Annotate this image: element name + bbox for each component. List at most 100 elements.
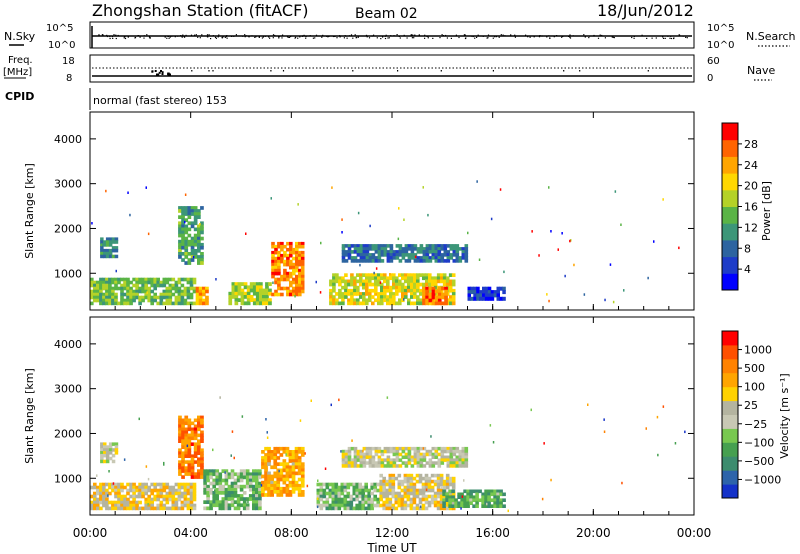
heatmap-cell: [279, 486, 284, 491]
heatmap-cell: [371, 259, 376, 263]
heatmap-cell: [482, 290, 486, 295]
nsky-point: [495, 36, 497, 38]
heatmap-cell: [224, 481, 229, 486]
heatmap-cell: [416, 273, 420, 277]
heatmap-cell: [341, 461, 346, 465]
freq-unit: [MHz]: [3, 67, 32, 78]
heatmap-cell: [410, 256, 415, 260]
heatmap-cell: [126, 280, 130, 285]
heatmap-cell: [294, 456, 299, 460]
heatmap-cell: [267, 471, 271, 476]
heatmap-cell: [388, 497, 393, 502]
heatmap-cell: [410, 247, 415, 251]
heatmap-cell: [469, 492, 473, 497]
heatmap-cell: [126, 482, 130, 487]
heatmap-cell: [90, 494, 94, 499]
heatmap-cell: [407, 247, 412, 251]
heatmap-cell: [442, 279, 447, 284]
heatmap-cell: [325, 503, 330, 508]
heatmap-cell: [418, 479, 423, 484]
nsky-point: [334, 35, 336, 37]
heatmap-cell: [187, 242, 192, 247]
heatmap-cell: [174, 289, 179, 294]
heatmap-cell: [455, 461, 460, 465]
heatmap-cell: [190, 466, 195, 470]
heatmap-cell: [291, 468, 296, 473]
heatmap-cell: [380, 247, 385, 251]
heatmap-cell: [129, 286, 133, 291]
heatmap-cell: [159, 491, 164, 496]
heatmap-cell: [283, 262, 287, 267]
nsky-point: [387, 37, 389, 39]
heatmap-cell: [392, 461, 397, 465]
heatmap-cell: [267, 459, 271, 463]
heatmap-cell: [398, 288, 402, 293]
nsky-point: [426, 35, 428, 37]
heatmap-cell: [96, 491, 100, 496]
heatmap-cell: [245, 232, 247, 235]
heatmap-cell: [187, 261, 192, 265]
heatmap-cell: [439, 279, 444, 284]
nsky-point: [201, 34, 203, 36]
nsky-point: [685, 36, 687, 38]
heatmap-cell: [430, 282, 435, 287]
y-tick-label: 2000: [54, 427, 82, 440]
heatmap-cell: [481, 498, 485, 502]
heatmap-cell: [221, 478, 226, 483]
heatmap-cell: [165, 289, 170, 294]
heatmap-cell: [114, 277, 118, 282]
heatmap-cell: [177, 491, 182, 496]
heatmap-cell: [389, 298, 393, 303]
nsky-point: [502, 34, 504, 36]
nsky-point: [343, 37, 345, 39]
heatmap-cell: [245, 506, 250, 511]
heatmap-cell: [300, 450, 305, 454]
heatmap-cell: [356, 292, 360, 296]
heatmap-cell: [490, 217, 493, 221]
heatmap-cell: [193, 252, 198, 256]
nsky-point: [169, 36, 171, 38]
heatmap-cell: [487, 495, 491, 499]
heatmap-cell: [364, 497, 368, 502]
heatmap-cell: [105, 243, 110, 247]
heatmap-cell: [231, 288, 236, 293]
heatmap-cell: [120, 298, 124, 303]
heatmap-cell: [114, 451, 119, 455]
heatmap-cell: [407, 259, 412, 263]
heatmap-cell: [546, 293, 548, 296]
nsky-point: [207, 36, 209, 38]
heatmap-cell: [273, 456, 278, 460]
heatmap-cell: [383, 279, 387, 284]
heatmap-cell: [255, 295, 260, 299]
heatmap-cell: [404, 461, 409, 465]
heatmap-cell: [410, 244, 415, 248]
heatmap-cell: [392, 452, 397, 457]
heatmap-cell: [300, 286, 305, 291]
heatmap-cell: [261, 493, 265, 497]
heatmap-cell: [406, 479, 411, 484]
heatmap-cell: [108, 451, 113, 455]
heatmap-cell: [171, 277, 176, 282]
nave-tick-top: 60: [707, 56, 720, 67]
heatmap-cell: [362, 455, 367, 459]
heatmap-cell: [105, 451, 110, 455]
heatmap-cell: [159, 280, 164, 285]
heatmap-cell: [181, 258, 185, 262]
heatmap-cell: [368, 244, 373, 248]
heatmap-cell: [102, 283, 106, 288]
heatmap-cell: [359, 247, 364, 251]
heatmap-cell: [328, 482, 333, 487]
heatmap-cell: [421, 494, 426, 499]
heatmap-cell: [358, 500, 362, 505]
heatmap-cell: [190, 258, 195, 262]
heatmap-cell: [400, 503, 405, 508]
nsky-point: [269, 37, 271, 39]
heatmap-cell: [353, 298, 357, 303]
heatmap-cell: [359, 292, 363, 296]
heatmap-cell: [406, 494, 411, 499]
heatmap-cell: [298, 268, 302, 273]
heatmap-cell: [436, 473, 441, 478]
heatmap-cell: [365, 292, 369, 296]
heatmap-cell: [362, 292, 366, 296]
heatmap-cell: [189, 277, 194, 282]
